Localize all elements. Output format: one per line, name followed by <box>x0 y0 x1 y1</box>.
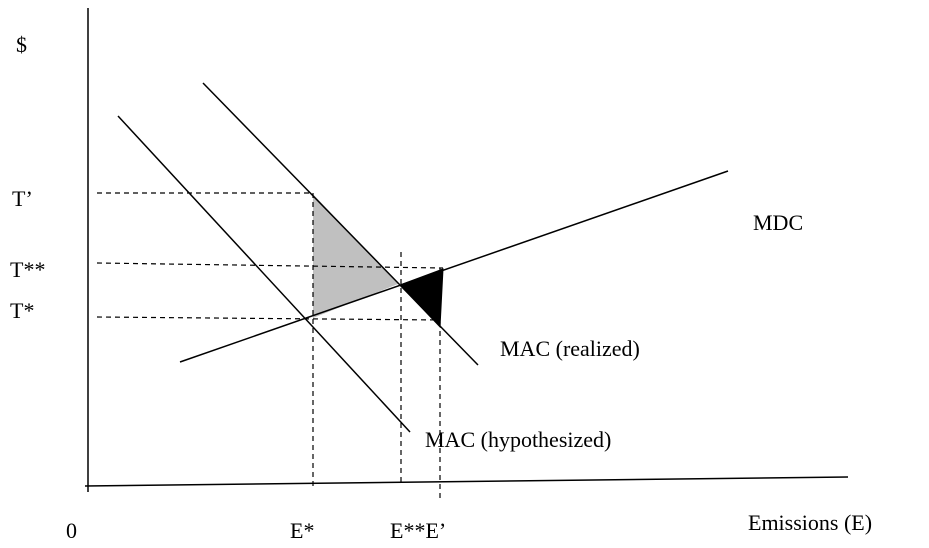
price-label: T’ <box>12 186 33 211</box>
mac-realized-line <box>202 82 479 366</box>
curve-label: MDC <box>753 210 803 235</box>
emission-label: E* <box>290 518 314 543</box>
dashed-line <box>96 262 444 269</box>
emission-label: E**E’ <box>390 518 446 543</box>
mdc-line <box>179 170 729 363</box>
curve-label: MAC (realized) <box>500 336 640 361</box>
price-label: T** <box>10 257 45 282</box>
gray-area <box>313 194 398 318</box>
y-axis-label: $ <box>16 32 27 57</box>
x-axis-label: Emissions (E) <box>748 510 872 535</box>
mac-hypothesized-line <box>117 115 411 433</box>
price-label: T* <box>10 298 34 323</box>
dashed-line <box>96 316 441 321</box>
curve-label: MAC (hypothesized) <box>425 427 611 452</box>
x-axis <box>84 476 849 487</box>
origin-label: 0 <box>66 518 77 543</box>
